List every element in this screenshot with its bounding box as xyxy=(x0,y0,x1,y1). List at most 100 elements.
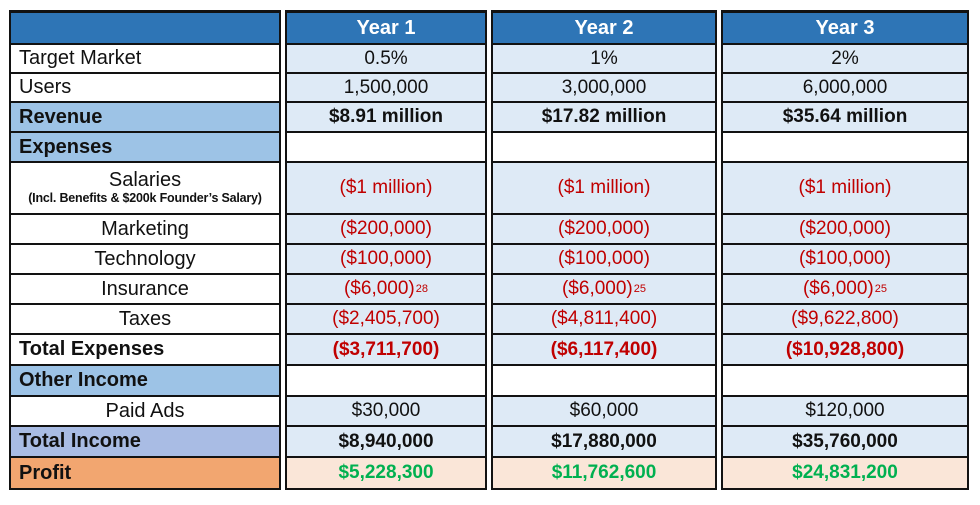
cell-profit-year2-value: $11,762,600 xyxy=(551,462,657,484)
row-technology-label: Technology xyxy=(94,247,196,270)
header-year-2: Year 2 xyxy=(491,10,717,45)
cell-technology-year2-value: ($100,000) xyxy=(558,248,650,270)
cell-revenue-year2-value: $17.82 million xyxy=(541,106,667,128)
cell-total-income-year1: $8,940,000 xyxy=(285,427,487,458)
cell-taxes-year1-value: ($2,405,700) xyxy=(332,308,440,330)
cell-revenue-year1: $8.91 million xyxy=(285,103,487,133)
cell-paid-ads-year3: $120,000 xyxy=(721,397,969,427)
cell-total-expenses-year1-value: ($3,711,700) xyxy=(332,338,440,360)
row-paid-ads-label: Paid Ads xyxy=(105,399,185,422)
row-revenue-label-cell: Revenue xyxy=(9,103,281,133)
row-salaries-sublabel: (Incl. Benefits & $200k Founder’s Salary… xyxy=(28,191,262,206)
header-corner-cell xyxy=(9,10,281,45)
cell-marketing-year1: ($200,000) xyxy=(285,215,487,245)
row-other-income-label: Other Income xyxy=(19,369,148,391)
cell-total-expenses-year1: ($3,711,700) xyxy=(285,335,487,366)
cell-revenue-year2: $17.82 million xyxy=(491,103,717,133)
cell-salaries-year3: ($1 million) xyxy=(721,163,969,215)
cell-users-year3: 6,000,000 xyxy=(721,74,969,103)
cell-marketing-year1-value: ($200,000) xyxy=(340,218,432,240)
cell-expenses-year2 xyxy=(491,133,717,163)
header-year-2-label: Year 2 xyxy=(574,16,634,39)
cell-taxes-year2-value: ($4,811,400) xyxy=(550,308,658,330)
row-total-income-label: Total Income xyxy=(19,430,141,452)
row-other-income-label-cell: Other Income xyxy=(9,366,281,397)
cell-paid-ads-year1: $30,000 xyxy=(285,397,487,427)
cell-total-income-year2-value: $17,880,000 xyxy=(551,430,657,452)
cell-target-market-year3-value: 2% xyxy=(831,47,859,69)
cell-marketing-year3: ($200,000) xyxy=(721,215,969,245)
cell-insurance-year3-value: ($6,000) xyxy=(802,278,874,300)
row-salaries-label-cell: Salaries (Incl. Benefits & $200k Founder’… xyxy=(9,163,281,215)
header-year-1-label: Year 1 xyxy=(356,16,416,39)
cell-paid-ads-year2: $60,000 xyxy=(491,397,717,427)
cell-technology-year3: ($100,000) xyxy=(721,245,969,275)
cell-users-year3-value: 6,000,000 xyxy=(802,76,888,98)
cell-profit-year3: $24,831,200 xyxy=(721,458,969,490)
row-salaries-label: Salaries xyxy=(108,169,182,192)
cell-salaries-year2: ($1 million) xyxy=(491,163,717,215)
row-profit-label: Profit xyxy=(19,461,72,484)
cell-marketing-year2: ($200,000) xyxy=(491,215,717,245)
cell-technology-year2: ($100,000) xyxy=(491,245,717,275)
row-marketing-label: Marketing xyxy=(101,217,189,240)
cell-salaries-year3-value: ($1 million) xyxy=(798,177,892,199)
cell-total-expenses-year3: ($10,928,800) xyxy=(721,335,969,366)
cell-total-expenses-year2-value: ($6,117,400) xyxy=(550,338,658,360)
cell-profit-year1-value: $5,228,300 xyxy=(338,462,434,484)
cell-total-expenses-year3-value: ($10,928,800) xyxy=(785,338,905,360)
cell-technology-year1-value: ($100,000) xyxy=(340,248,432,270)
cell-marketing-year3-value: ($200,000) xyxy=(799,218,891,240)
cell-expenses-year1 xyxy=(285,133,487,163)
row-total-expenses-label: Total Expenses xyxy=(19,338,165,360)
header-year-1: Year 1 xyxy=(285,10,487,45)
cell-target-market-year1-value: 0.5% xyxy=(364,47,408,69)
cell-paid-ads-year3-value: $120,000 xyxy=(805,400,885,422)
table-grid: Year 1 Year 2 Year 3 Target Market 0.5% 1% 2% U… xyxy=(9,10,969,490)
cell-taxes-year2: ($4,811,400) xyxy=(491,305,717,335)
row-insurance-label-cell: Insurance xyxy=(9,275,281,305)
cell-technology-year1: ($100,000) xyxy=(285,245,487,275)
cell-total-income-year3: $35,760,000 xyxy=(721,427,969,458)
row-expenses-label-cell: Expenses xyxy=(9,133,281,163)
cell-insurance-year2-value: ($6,000) xyxy=(561,278,633,300)
cell-profit-year3-value: $24,831,200 xyxy=(792,462,898,484)
cell-revenue-year1-value: $8.91 million xyxy=(328,106,444,128)
row-marketing-label-cell: Marketing xyxy=(9,215,281,245)
cell-salaries-year1-value: ($1 million) xyxy=(339,177,433,199)
row-insurance-label: Insurance xyxy=(101,277,189,300)
cell-marketing-year2-value: ($200,000) xyxy=(558,218,650,240)
financial-projections-table: Year 1 Year 2 Year 3 Target Market 0.5% 1% 2% U… xyxy=(9,10,969,490)
row-users-label: Users xyxy=(19,76,72,98)
row-taxes-label-cell: Taxes xyxy=(9,305,281,335)
cell-users-year1-value: 1,500,000 xyxy=(343,76,429,98)
header-year-3-label: Year 3 xyxy=(815,16,875,39)
cell-insurance-year1-value: ($6,000) xyxy=(343,278,415,300)
cell-insurance-year2: ($6,000) 25 xyxy=(491,275,717,305)
cell-salaries-year1: ($1 million) xyxy=(285,163,487,215)
cell-profit-year1: $5,228,300 xyxy=(285,458,487,490)
row-total-income-label-cell: Total Income xyxy=(9,427,281,458)
cell-revenue-year3-value: $35.64 million xyxy=(782,106,908,128)
cell-other-income-year1 xyxy=(285,366,487,397)
row-profit-label-cell: Profit xyxy=(9,458,281,490)
cell-taxes-year1: ($2,405,700) xyxy=(285,305,487,335)
cell-target-market-year2: 1% xyxy=(491,45,717,74)
cell-taxes-year3-value: ($9,622,800) xyxy=(791,308,899,330)
row-expenses-label: Expenses xyxy=(19,135,113,158)
cell-target-market-year3: 2% xyxy=(721,45,969,74)
cell-other-income-year3 xyxy=(721,366,969,397)
row-taxes-label: Taxes xyxy=(118,307,172,330)
cell-users-year2-value: 3,000,000 xyxy=(561,76,647,98)
cell-total-income-year2: $17,880,000 xyxy=(491,427,717,458)
cell-salaries-year2-value: ($1 million) xyxy=(557,177,651,199)
cell-paid-ads-year1-value: $30,000 xyxy=(351,400,421,422)
cell-profit-year2: $11,762,600 xyxy=(491,458,717,490)
cell-expenses-year3 xyxy=(721,133,969,163)
row-total-expenses-label-cell: Total Expenses xyxy=(9,335,281,366)
cell-paid-ads-year2-value: $60,000 xyxy=(569,400,639,422)
cell-total-income-year3-value: $35,760,000 xyxy=(792,430,898,452)
cell-total-income-year1-value: $8,940,000 xyxy=(338,430,434,452)
row-technology-label-cell: Technology xyxy=(9,245,281,275)
row-revenue-label: Revenue xyxy=(19,105,103,128)
